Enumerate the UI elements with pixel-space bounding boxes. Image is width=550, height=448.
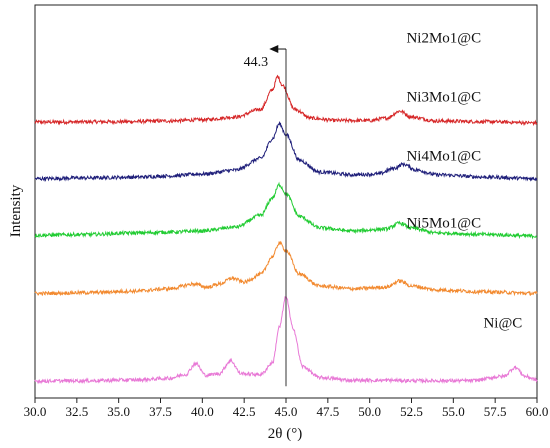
x-tick-label: 55.0 — [442, 404, 465, 419]
x-tick-label: 45.0 — [275, 404, 298, 419]
x-tick-label: 42.5 — [233, 404, 256, 419]
series-label-0: Ni2Mo1@C — [406, 31, 481, 47]
x-axis-label: 2θ (°) — [268, 426, 302, 442]
x-tick-label: 35.0 — [107, 404, 130, 419]
x-tick-label: 37.5 — [149, 404, 172, 419]
x-tick-label: 47.5 — [316, 404, 339, 419]
x-tick-label: 52.5 — [400, 404, 423, 419]
reference-line-group — [269, 45, 287, 387]
x-tick-label: 50.0 — [358, 404, 381, 419]
series-label-1: Ni3Mo1@C — [406, 90, 481, 106]
x-tick-label: 60.0 — [526, 404, 549, 419]
reference-arrow-head — [269, 45, 279, 54]
x-tick-label: 32.5 — [65, 404, 88, 419]
series-labels: Ni2Mo1@C Ni3Mo1@C Ni4Mo1@C Ni5Mo1@C Ni@C — [406, 31, 522, 332]
series-label-2: Ni4Mo1@C — [406, 149, 481, 165]
peak-annotation-0: 44.3 — [244, 55, 269, 70]
series-label-3: Ni5Mo1@C — [406, 215, 481, 231]
x-tick-label: 57.5 — [484, 404, 507, 419]
x-axis-ticks: 30.0 32.5 35.0 37.5 40.0 42.5 45.0 47.5 50.0 52.5… — [24, 398, 549, 419]
series-label-4: Ni@C — [483, 316, 522, 332]
annotations: 44.3 — [244, 55, 269, 70]
x-tick-label: 30.0 — [24, 404, 47, 419]
x-tick-label: 40.0 — [191, 404, 214, 419]
y-axis-label: Intensity — [8, 184, 24, 237]
